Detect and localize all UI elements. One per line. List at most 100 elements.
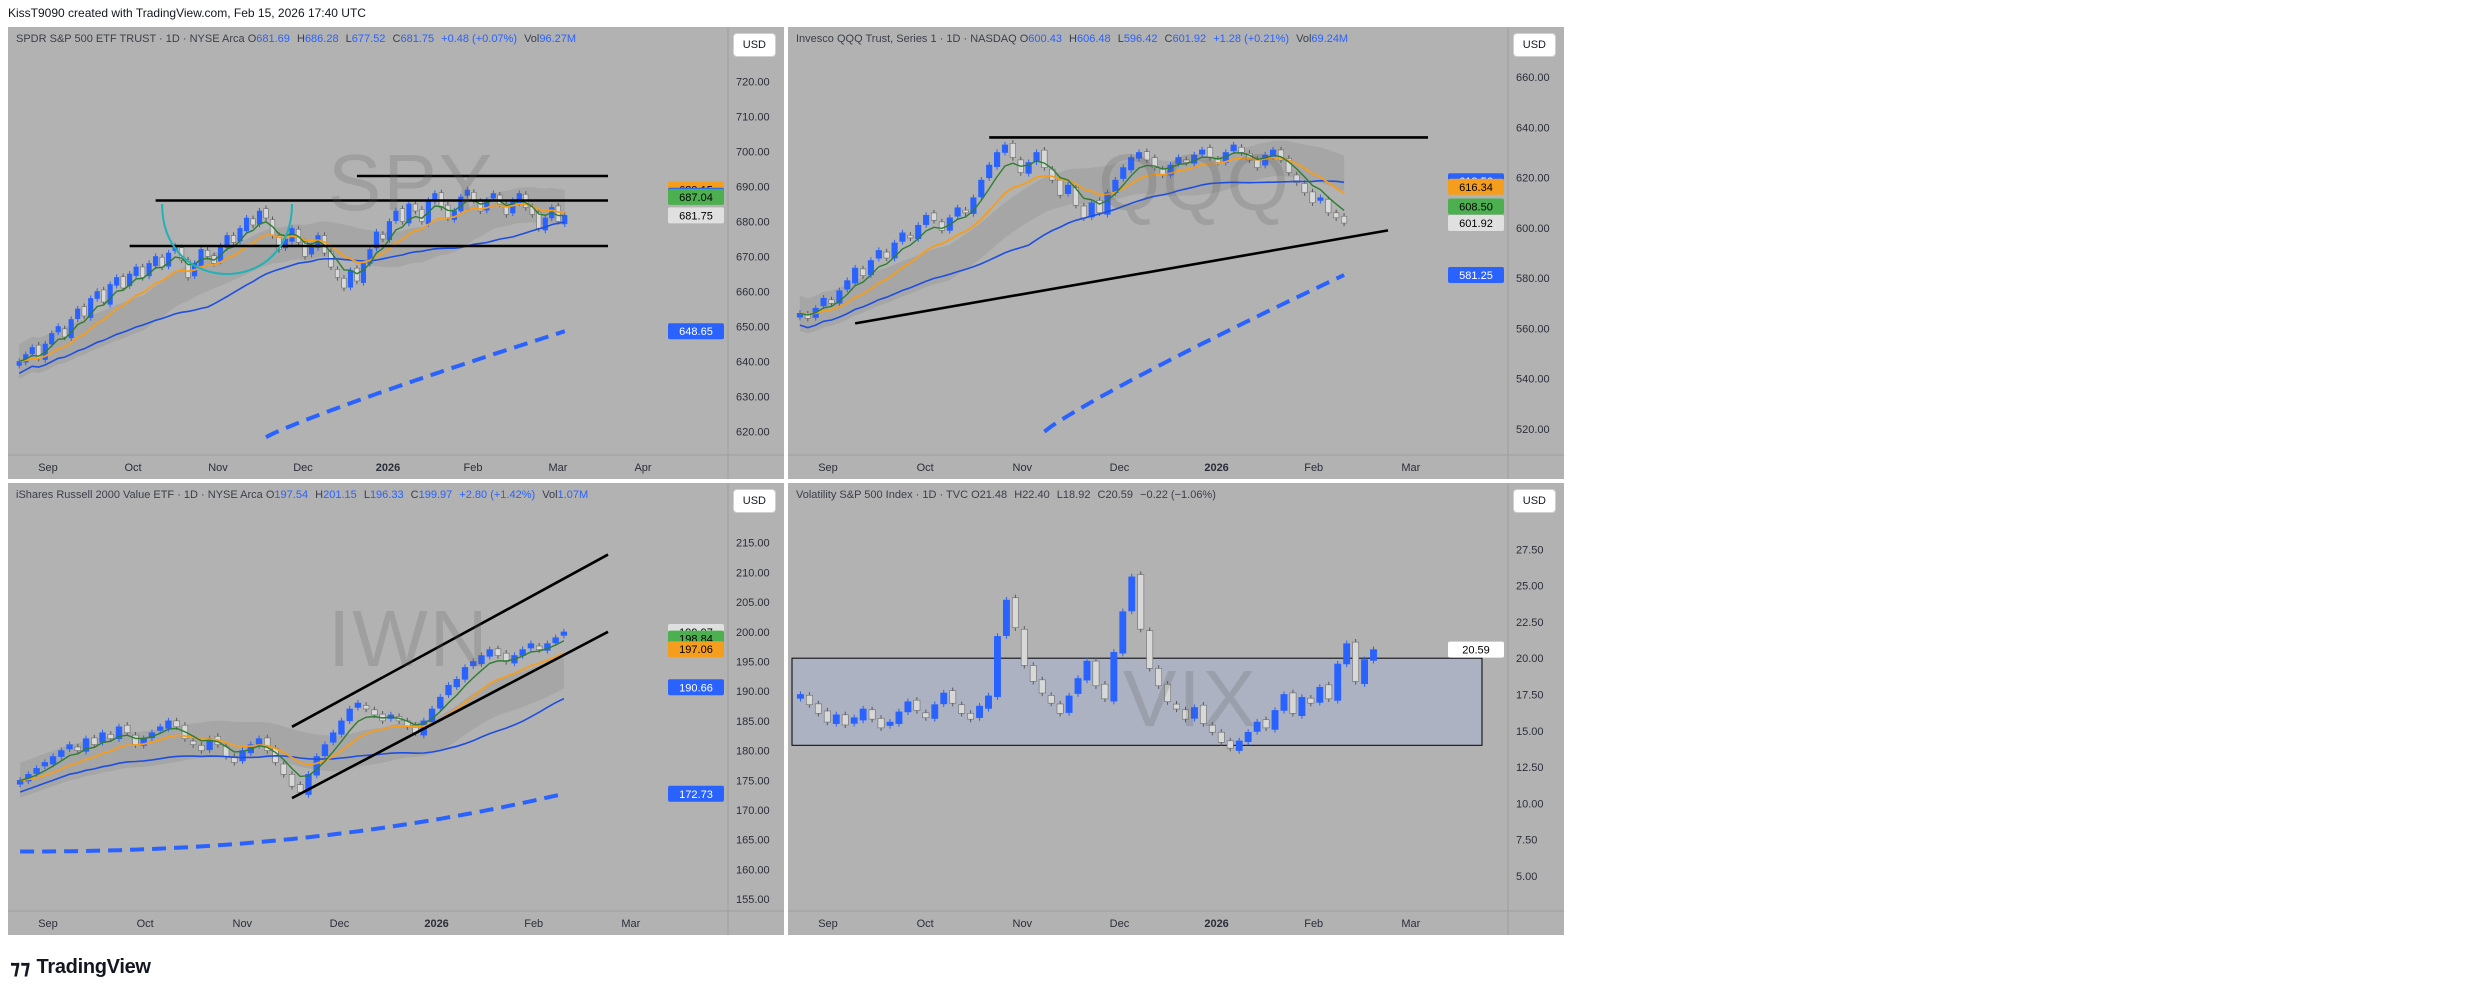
candle-body	[797, 694, 804, 699]
candle-body	[859, 268, 867, 276]
price-tick-label: 690.00	[736, 182, 770, 194]
price-tick-label: 5.00	[1516, 871, 1537, 883]
price-tick-label: 620.00	[1516, 173, 1550, 185]
candle-body	[470, 661, 477, 667]
candle-body	[1092, 660, 1100, 687]
ema-long-line	[799, 179, 1345, 329]
candle-body	[1155, 668, 1163, 687]
legend-open: 21.48	[979, 489, 1008, 501]
currency-button[interactable]: USD	[1512, 489, 1556, 513]
legend-high: 22.40	[1022, 489, 1050, 501]
candle-body	[516, 193, 522, 204]
price-tick-label: 185.00	[736, 716, 770, 728]
currency-button[interactable]: USD	[732, 33, 776, 57]
candle-body	[33, 768, 40, 774]
candle-body	[464, 189, 470, 196]
price-tick-label: 165.00	[736, 835, 770, 847]
price-badge-bg	[1448, 178, 1504, 195]
price-badge: 197.06	[668, 641, 724, 658]
ema-short-line	[19, 640, 565, 781]
candle-body	[877, 718, 885, 729]
chart-panel-qqq[interactable]: QQQ Invesco QQQ Trust, Series 1 · 1D · N…	[788, 27, 1564, 479]
candle-body	[1301, 183, 1308, 193]
time-tick-label: 2026	[424, 918, 448, 930]
candle-body	[994, 152, 1001, 167]
candle-body	[836, 290, 843, 304]
candle-body	[913, 699, 921, 711]
candle-body	[66, 744, 73, 750]
candle-body	[1285, 158, 1292, 173]
candle-body	[239, 750, 246, 762]
chart-panel-vix[interactable]: VIX Volatility S&P 500 Index · 1D · TVC …	[788, 483, 1564, 935]
price-tick-label: 210.00	[736, 567, 770, 579]
candle-body	[1011, 597, 1019, 628]
candle-body	[88, 298, 94, 318]
candle-body	[1361, 659, 1369, 685]
legend-high: 606.48	[1076, 33, 1111, 45]
candle-body	[1182, 709, 1189, 720]
candle-body	[399, 208, 405, 222]
candle-body	[1217, 731, 1225, 743]
candle-body	[1029, 665, 1037, 682]
chart-svg: 27.50 25.00 22.50 20.00 17.50 15.00 12.50 10.00…	[788, 483, 1564, 935]
candle-body	[1020, 628, 1028, 666]
candle-body	[1151, 157, 1158, 168]
candle-body	[289, 228, 295, 242]
candle-body	[114, 277, 120, 286]
candle-body	[1270, 149, 1277, 157]
chart-panel-iwn[interactable]: IWN iShares Russell 2000 Value ETF · 1D …	[8, 483, 784, 935]
candle-body	[938, 221, 945, 231]
price-tick-label: 200.00	[736, 627, 770, 639]
candle-body	[859, 708, 867, 721]
chart-panel-spy[interactable]: SPY SPDR S&P 500 ETF TRUST · 1D · NYSE A…	[8, 27, 784, 479]
candle-body	[1175, 157, 1182, 164]
price-badge-bg	[668, 641, 724, 658]
candle-body	[895, 711, 903, 724]
price-tick-label: 700.00	[736, 147, 770, 159]
candle-body	[828, 299, 835, 304]
price-tick-label: 630.00	[736, 392, 770, 404]
candle-body	[1208, 724, 1216, 733]
candle-body	[185, 259, 191, 278]
price-tick-label: 600.00	[1516, 223, 1550, 235]
candle-body	[1038, 679, 1046, 694]
candle-body	[1120, 167, 1127, 179]
candle-body	[140, 266, 146, 278]
candle-body	[1280, 694, 1288, 711]
currency-button[interactable]: USD	[1512, 33, 1556, 57]
candle-body	[1307, 697, 1315, 704]
candle-body	[886, 721, 894, 726]
price-badge: 601.92	[1448, 215, 1504, 232]
candle-body	[832, 714, 840, 724]
candle-body	[334, 269, 341, 278]
candle-body	[321, 744, 329, 757]
candle-body	[1033, 152, 1040, 163]
candle-body	[1041, 149, 1048, 168]
chart-legend: Volatility S&P 500 Index · 1D · TVC O21.…	[796, 489, 1216, 501]
candle-body	[1325, 684, 1333, 700]
chart-svg: 660.00 640.00 620.00 600.00 580.00 560.00 540.…	[788, 27, 1564, 479]
price-tick-label: 205.00	[736, 597, 770, 609]
candle-body	[841, 714, 849, 726]
legend-low: 18.92	[1062, 489, 1091, 501]
candle-body	[133, 266, 139, 276]
candle-body	[49, 333, 55, 345]
candle-body	[243, 217, 250, 232]
legend-low: 677.52	[351, 33, 386, 45]
chart-svg: 720.00 710.00 700.00 690.00 680.00 670.00 660.…	[8, 27, 784, 479]
candle-body	[373, 231, 379, 249]
legend-low: 196.33	[369, 489, 404, 501]
candle-body	[437, 696, 444, 709]
price-tick-label: 12.50	[1516, 762, 1544, 774]
candle-body	[156, 726, 164, 731]
candle-body	[823, 710, 831, 723]
candle-body	[256, 210, 263, 225]
candle-body	[1230, 144, 1237, 152]
candle-body	[552, 637, 559, 644]
candle-body	[954, 207, 961, 217]
currency-button[interactable]: USD	[732, 489, 776, 513]
candle-body	[380, 234, 386, 240]
candle-body	[124, 724, 131, 734]
time-tick-label: Sep	[818, 462, 838, 474]
chart-legend: SPDR S&P 500 ETF TRUST · 1D · NYSE Arca …	[16, 33, 577, 45]
